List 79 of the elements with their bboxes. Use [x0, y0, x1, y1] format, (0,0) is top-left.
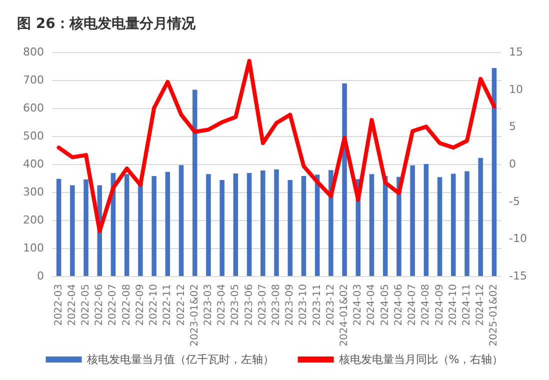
bar: [138, 180, 143, 276]
bar: [220, 180, 224, 276]
x-tick-label: 2023-01&02: [189, 284, 200, 346]
x-tick-label: 2025-01&02: [488, 284, 500, 346]
y2-tick-label: -5: [509, 194, 520, 208]
x-tick-label: 2024-03: [352, 284, 364, 326]
legend-label: 核电发电量当月同比（%，右轴）: [338, 353, 504, 366]
x-tick-label: 2023-05: [230, 284, 242, 326]
y-tick-label: 700: [23, 74, 44, 86]
bar: [369, 174, 374, 276]
bar: [492, 68, 497, 276]
x-tick-label: 2024-12: [475, 284, 486, 326]
y-tick-label: 800: [23, 46, 44, 58]
x-tick-label: 2024-01&02: [339, 284, 350, 346]
x-tick-label: 2022-07: [108, 284, 119, 326]
y-tick-label: 300: [23, 186, 44, 198]
x-tick-label: 2023-11: [312, 284, 323, 326]
bar: [233, 174, 238, 276]
bar: [424, 164, 429, 276]
bar: [288, 180, 292, 276]
x-tick-label: 2023-09: [284, 284, 296, 326]
x-tick-label: 2022-04: [66, 284, 78, 326]
y-tick-label: 600: [23, 102, 44, 114]
x-tick-label: 2024-05: [380, 284, 391, 326]
x-tick-label: 2022-06: [94, 284, 106, 326]
bar: [165, 172, 170, 276]
bar: [152, 176, 156, 276]
bar: [124, 174, 130, 276]
bar: [70, 185, 75, 276]
y-tick-label: 200: [23, 214, 44, 226]
bar: [192, 90, 198, 276]
bar: [410, 165, 415, 276]
y-tick-label: 100: [23, 242, 44, 254]
x-tick-label: 2024-04: [366, 284, 378, 326]
x-tick-label: 2022-09: [134, 284, 146, 326]
x-tick-label: 2024-10: [448, 284, 459, 326]
chart-title: 图 26：核电发电量分月情况: [17, 16, 196, 32]
bar: [56, 178, 62, 276]
x-tick-label: 2024-11: [461, 284, 472, 326]
x-tick-label: 2023-07: [257, 284, 268, 326]
x-tick-label: 2024-09: [434, 284, 446, 326]
y-tick-label: 500: [23, 130, 44, 142]
x-tick-label: 2023-06: [244, 284, 255, 326]
x-tick-label: 2023-12: [325, 284, 336, 326]
x-tick-label: 2022-10: [148, 284, 160, 326]
bar: [437, 177, 442, 276]
y2-tick-label: -10: [509, 232, 527, 246]
x-tick-label: 2023-04: [216, 284, 228, 326]
x-tick-label: 2022-08: [121, 284, 132, 326]
bar: [178, 165, 184, 276]
bar: [260, 170, 266, 276]
bar: [274, 169, 279, 276]
y2-tick-label: -15: [509, 270, 527, 282]
bar: [206, 174, 211, 276]
x-tick-label: 2024-06: [393, 284, 404, 326]
x-tick-label: 2023-10: [298, 284, 310, 326]
bar: [246, 172, 252, 276]
y2-tick-label: 15: [509, 46, 523, 58]
x-tick-label: 2024-08: [420, 284, 432, 326]
x-tick-label: 2022-03: [53, 284, 64, 326]
legend-label: 核电发电量当月值（亿千瓦时，左轴）: [86, 353, 274, 366]
y2-tick-label: 5: [509, 120, 516, 134]
bar: [464, 171, 470, 276]
bar: [478, 158, 483, 276]
y2-tick-label: 10: [509, 82, 523, 96]
x-tick-label: 2023-03: [202, 284, 214, 326]
x-tick-label: 2022-05: [80, 284, 92, 326]
x-tick-label: 2022-11: [162, 284, 174, 326]
x-tick-label: 2022-12: [176, 284, 187, 326]
bar: [301, 176, 306, 276]
y-tick-label: 400: [23, 158, 44, 170]
y2-tick-label: 0: [509, 158, 516, 170]
x-tick-label: 2023-08: [271, 284, 282, 326]
y-tick-label: 0: [37, 270, 44, 282]
bar: [84, 179, 88, 276]
bar: [451, 174, 456, 276]
line-series: [56, 58, 496, 234]
x-tick-label: 2024-07: [407, 284, 418, 326]
bar: [342, 83, 347, 276]
